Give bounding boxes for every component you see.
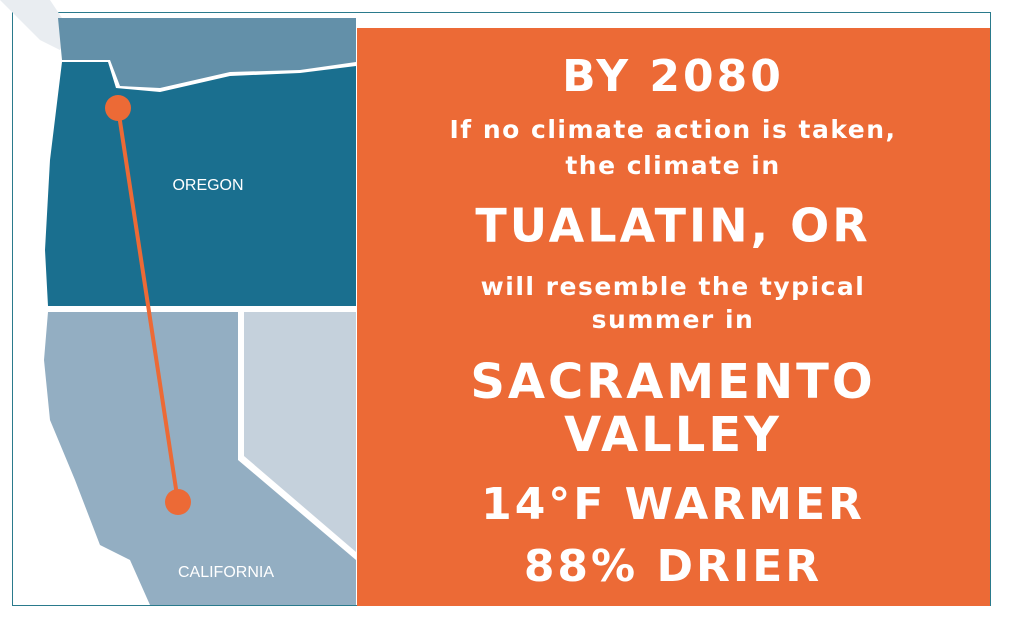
heading: BY 2080 [562,51,784,102]
sacramento-dot [165,489,191,515]
corner-shape [0,0,70,50]
bridge-line: summer in [592,305,755,334]
match-line: VALLEY [564,407,782,463]
washington [58,18,356,88]
oregon-label: OREGON [172,177,243,194]
warmer: 14°F WARMER [481,479,865,530]
map: OREGON CALIFORNIA [0,0,356,605]
bridge-line: will resemble the typical [481,272,866,301]
california-label: CALIFORNIA [178,564,274,581]
intro-line: the climate in [565,151,780,180]
panel-background [357,28,990,606]
california [44,312,356,605]
city: TUALATIN, OR [475,199,870,253]
oregon [45,62,356,306]
drier: 88% DRIER [524,541,822,592]
tualatin-dot [105,95,131,121]
panel: BY 2080 If no climate action is taken, t… [357,28,990,606]
intro-line: If no climate action is taken, [449,115,896,144]
match-line: SACRAMENTO [470,354,875,410]
nevada [244,312,356,552]
connector [116,107,180,503]
